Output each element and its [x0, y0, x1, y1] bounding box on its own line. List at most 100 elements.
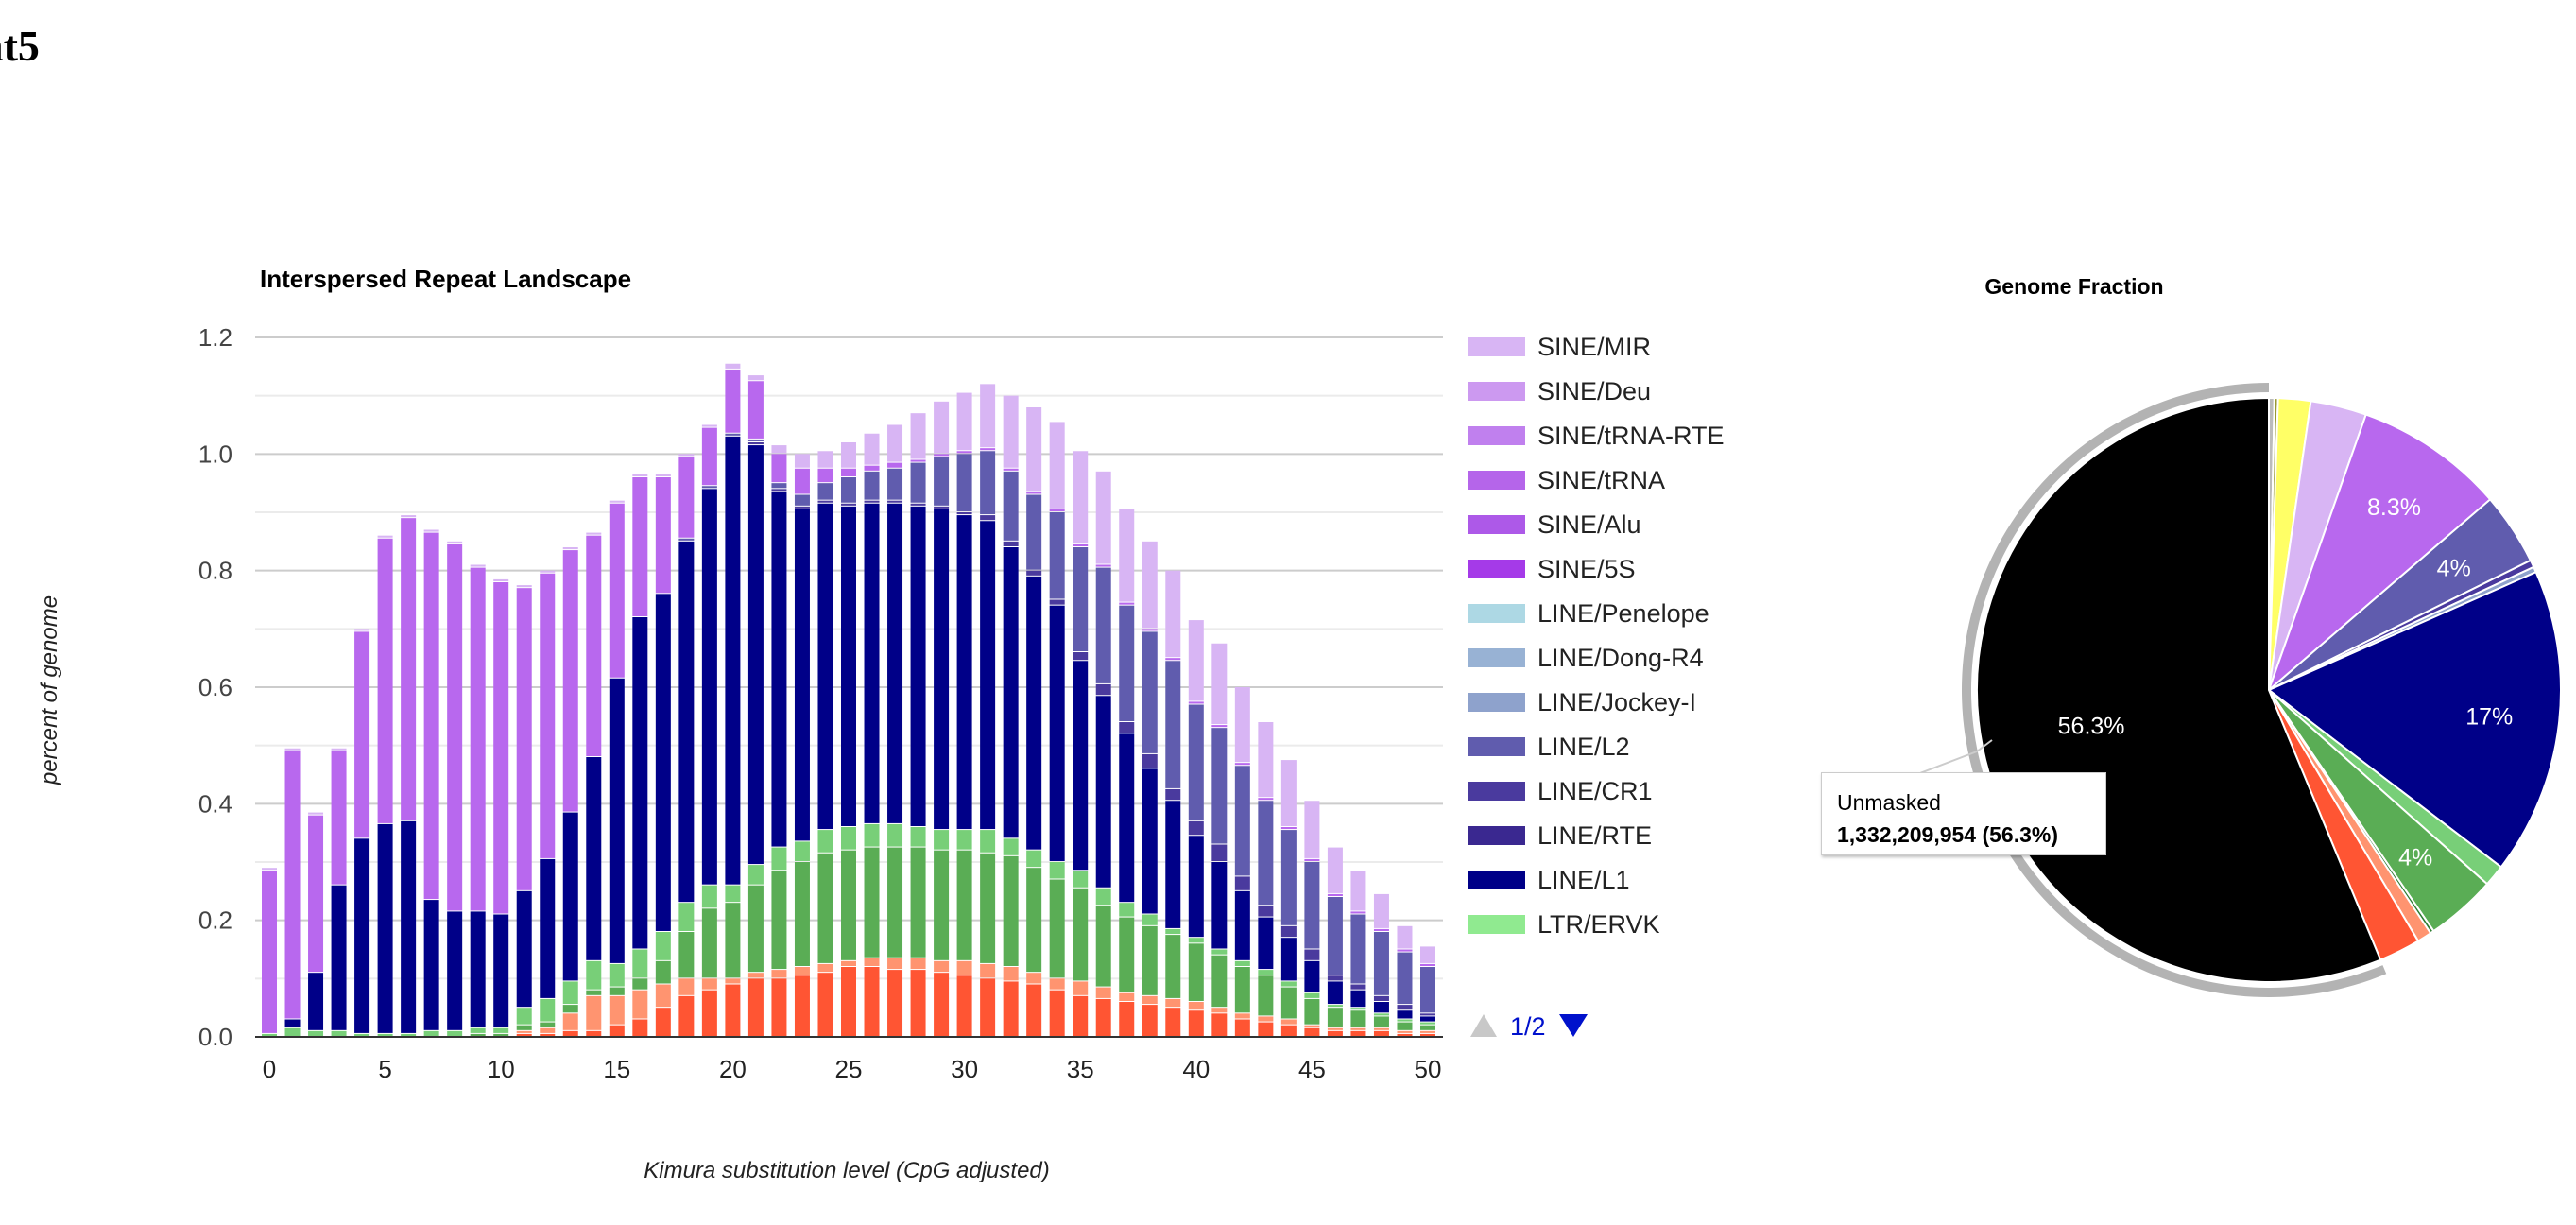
bar-segment[interactable]	[655, 984, 671, 1008]
bar-segment-ltr-ervk[interactable]	[1420, 1022, 1435, 1025]
bar-segment-sine-trna[interactable]	[864, 465, 880, 471]
bar-segment[interactable]	[956, 850, 972, 960]
bar-segment-sine-trna[interactable]	[1095, 564, 1111, 567]
bar-segment-ltr-ervk[interactable]	[540, 998, 556, 1022]
bar-segment-sine-mir[interactable]	[1142, 541, 1158, 629]
bar-segment[interactable]	[747, 885, 764, 973]
bar-segment[interactable]	[910, 970, 926, 1036]
bar-segment[interactable]	[1095, 906, 1111, 987]
bar-stack[interactable]	[586, 532, 602, 1036]
bar-segment-line-l2[interactable]	[1420, 967, 1435, 1013]
bar-segment-sine-mir[interactable]	[540, 570, 556, 573]
bar-segment-line-l1[interactable]	[1165, 801, 1181, 928]
bar-stack[interactable]	[1003, 395, 1019, 1036]
bar-segment-line-cr1[interactable]	[980, 515, 996, 521]
bar-segment[interactable]	[1165, 998, 1181, 1008]
bar-segment-line-cr1[interactable]	[1188, 820, 1204, 836]
bar-segment[interactable]	[841, 850, 856, 960]
bar-segment-line-l2[interactable]	[864, 471, 880, 500]
bar-segment[interactable]	[817, 853, 833, 963]
bar-segment[interactable]	[516, 1030, 532, 1033]
bar-segment[interactable]	[632, 990, 648, 1019]
bar-segment[interactable]	[1420, 1033, 1435, 1036]
bar-segment[interactable]	[1280, 987, 1297, 1019]
bar-segment[interactable]	[841, 967, 856, 1036]
bar-segment-ltr-ervk[interactable]	[1211, 949, 1228, 955]
bar-segment[interactable]	[493, 1033, 509, 1036]
bar-stack[interactable]	[1165, 570, 1181, 1036]
bar-segment-sine-trna[interactable]	[747, 381, 764, 439]
bar-segment-line-l1[interactable]	[1003, 547, 1019, 838]
bar-segment-line-cr1[interactable]	[1304, 949, 1320, 960]
bar-segment-sine-trna[interactable]	[1258, 798, 1274, 801]
bar-segment-sine-trna[interactable]	[841, 468, 856, 476]
bar-segment-line-l1[interactable]	[1026, 576, 1042, 850]
bar-segment-sine-mir[interactable]	[1073, 451, 1089, 543]
bar-segment[interactable]	[887, 970, 903, 1036]
bar-segment[interactable]	[701, 978, 717, 990]
bar-segment[interactable]	[980, 963, 996, 978]
bar-segment-line-l2[interactable]	[1188, 704, 1204, 820]
bar-segment-line-l1[interactable]	[493, 914, 509, 1027]
bar-segment-sine-mir[interactable]	[864, 433, 880, 465]
bar-segment-line-l1[interactable]	[609, 678, 625, 963]
bar-segment[interactable]	[1165, 935, 1181, 998]
bar-segment-sine-mir[interactable]	[725, 363, 741, 369]
bar-stack[interactable]	[1373, 893, 1389, 1036]
bar-segment-line-l2[interactable]	[1397, 952, 1413, 1005]
bar-segment-ltr-ervk[interactable]	[377, 1033, 393, 1036]
bar-segment-line-cr1[interactable]	[817, 500, 833, 503]
bar-segment-ltr-ervk[interactable]	[864, 823, 880, 847]
bar-segment-line-l1[interactable]	[447, 911, 463, 1030]
bar-segment[interactable]	[771, 978, 787, 1036]
bar-segment[interactable]	[771, 871, 787, 970]
bar-segment-sine-trna[interactable]	[516, 588, 532, 890]
bar-segment-sine-mir[interactable]	[493, 578, 509, 581]
bar-segment[interactable]	[1119, 1002, 1135, 1036]
bar-segment-sine-trna[interactable]	[354, 631, 370, 838]
bar-segment-ltr-ervk[interactable]	[678, 903, 695, 931]
legend-item[interactable]: LINE/L2	[1468, 733, 1630, 761]
bar-segment-sine-mir[interactable]	[516, 585, 532, 588]
bar-stack[interactable]	[493, 578, 509, 1036]
bar-segment[interactable]	[586, 995, 602, 1030]
bar-segment-line-cr1[interactable]	[1119, 722, 1135, 733]
bar-segment-ltr-ervk[interactable]	[817, 830, 833, 853]
bar-segment-sine-trna[interactable]	[586, 535, 602, 756]
bar-segment[interactable]	[1003, 855, 1019, 966]
bar-segment[interactable]	[1258, 975, 1274, 1016]
bar-stack[interactable]	[1073, 451, 1089, 1036]
bar-segment-sine-mir[interactable]	[401, 515, 417, 518]
legend-item[interactable]: LINE/Dong-R4	[1468, 644, 1704, 672]
bar-segment[interactable]	[1397, 1033, 1413, 1036]
bar-segment-ltr-ervk[interactable]	[747, 865, 764, 885]
bar-segment[interactable]	[1327, 1027, 1343, 1030]
bar-segment-line-cr1[interactable]	[1327, 975, 1343, 981]
bar-stack[interactable]	[401, 515, 417, 1036]
bar-segment[interactable]	[817, 963, 833, 973]
bar-stack[interactable]	[1211, 643, 1228, 1036]
bar-segment-sine-trna[interactable]	[1350, 911, 1366, 914]
bar-segment[interactable]	[1142, 995, 1158, 1005]
legend-item[interactable]: LINE/RTE	[1468, 821, 1652, 850]
bar-segment[interactable]	[1350, 1010, 1366, 1027]
bar-segment-ltr-ervk[interactable]	[794, 841, 810, 861]
bar-stack[interactable]	[1095, 471, 1111, 1036]
bar-segment[interactable]	[1304, 1027, 1320, 1036]
bar-segment[interactable]	[1420, 1030, 1435, 1033]
bar-segment-ltr-ervk[interactable]	[331, 1030, 347, 1036]
bar-segment[interactable]	[1304, 998, 1320, 1025]
bar-segment-sine-trna[interactable]	[331, 751, 347, 885]
bar-stack[interactable]	[609, 500, 625, 1036]
bar-segment-sine-trna[interactable]	[308, 815, 324, 973]
bar-segment-line-l2[interactable]	[678, 538, 695, 541]
bar-segment-line-l2[interactable]	[910, 462, 926, 503]
bar-segment-line-l1[interactable]	[1234, 890, 1250, 960]
bar-segment-ltr-ervk[interactable]	[516, 1008, 532, 1025]
bar-stack[interactable]	[1142, 541, 1158, 1036]
bar-segment-ltr-ervk[interactable]	[609, 963, 625, 987]
bar-segment-line-l1[interactable]	[1350, 990, 1366, 1008]
bar-segment[interactable]	[956, 975, 972, 1036]
bar-segment[interactable]	[540, 1033, 556, 1036]
bar-segment[interactable]	[887, 847, 903, 958]
